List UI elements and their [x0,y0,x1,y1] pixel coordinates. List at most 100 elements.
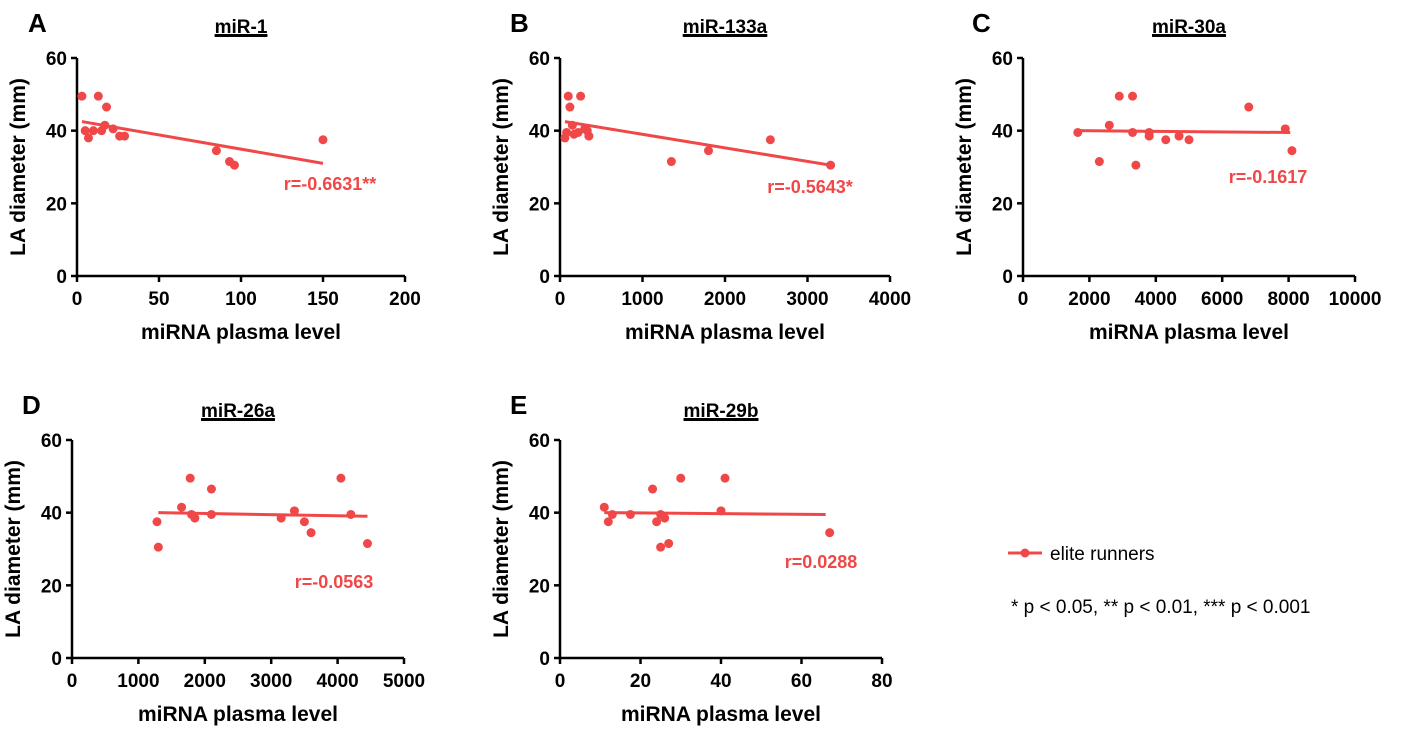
x-tick-label: 40 [710,671,731,692]
panel-letter: C [972,8,991,38]
x-tick-label: 3000 [250,671,292,692]
data-point [77,91,87,101]
data-point [177,502,187,512]
data-point [584,131,594,141]
significance-note: * p < 0.05, ** p < 0.01, *** p < 0.001 [1011,597,1310,618]
data-point [1073,127,1083,137]
data-point [716,506,726,516]
x-tick-label: 2000 [1068,289,1110,310]
y-tick-label: 20 [529,576,550,597]
x-axis-title: miRNA plasma level [621,703,821,726]
y-tick-label: 0 [539,267,550,288]
data-point [362,539,372,549]
y-tick-label: 60 [41,431,62,452]
x-tick-label: 0 [67,671,78,692]
x-tick-label: 50 [148,289,169,310]
x-tick-label: 4000 [869,289,911,310]
correlation-label: r=-0.1617 [1229,167,1308,187]
data-point [652,517,662,527]
data-point [211,146,221,156]
data-point [576,91,586,101]
x-axis-title: miRNA plasma level [138,703,338,726]
data-point [563,91,573,101]
x-tick-label: 80 [871,671,892,692]
regression-line [81,120,324,165]
data-point [80,126,90,136]
x-tick-label: 20 [630,671,651,692]
data-point [765,135,775,145]
panel-title: miR-1 [215,17,268,38]
data-point [289,506,299,516]
y-axis-title: LA diameter (mm) [490,78,513,256]
y-tick-label: 60 [529,49,550,70]
data-point [1094,157,1104,167]
data-point [346,509,356,519]
data-point [666,157,676,167]
data-point [1280,124,1290,134]
y-tick-label: 0 [1002,267,1013,288]
regression-line [1077,129,1291,134]
data-point [599,502,609,512]
data-point [1128,91,1138,101]
x-axis-title: miRNA plasma level [141,321,341,344]
data-point [93,91,103,101]
x-tick-label: 0 [72,289,83,310]
panel-title: miR-26a [201,401,275,422]
y-tick-label: 20 [41,576,62,597]
legend-label: elite runners [1050,544,1155,565]
data-point [704,146,713,156]
data-point [108,124,118,134]
legend-group: elite runners * p < 0.05, ** p < 0.01, **… [1008,544,1310,618]
data-point [1174,131,1184,141]
panel-letter: D [22,390,41,420]
panel-title: miR-133a [683,17,768,38]
data-point [318,135,328,145]
panel-title: miR-30a [1152,17,1226,38]
data-point [1131,160,1141,170]
data-point [153,542,163,552]
panel-letter: E [510,390,527,420]
x-tick-label: 100 [225,289,257,310]
y-tick-label: 40 [41,504,62,525]
x-tick-label: 0 [555,671,566,692]
correlation-label: r=-0.6631** [284,174,377,194]
panel-title: miR-29b [684,401,759,422]
data-point [102,102,112,112]
x-tick-label: 4000 [1135,289,1177,310]
data-point [299,517,309,527]
data-point [206,509,216,519]
regression-line [564,120,831,167]
data-point [1114,91,1124,101]
data-point [120,131,130,141]
x-tick-label: 6000 [1201,289,1243,310]
y-tick-label: 0 [51,649,62,670]
data-point [336,473,346,483]
data-point [573,127,583,137]
data-point [607,509,617,519]
data-point [656,542,666,552]
data-point [1161,135,1171,145]
x-tick-label: 5000 [383,671,425,692]
data-point [306,528,316,538]
y-tick-label: 0 [56,267,67,288]
data-point [648,484,658,494]
y-tick-label: 60 [992,49,1013,70]
y-tick-label: 20 [529,194,550,215]
x-tick-label: 1000 [621,289,663,310]
y-tick-label: 20 [46,194,67,215]
data-point [100,120,110,130]
x-tick-label: 2000 [704,289,746,310]
correlation-label: r=-0.5643* [767,177,853,197]
data-point [1244,102,1254,112]
x-tick-label: 1000 [117,671,159,692]
x-tick-label: 8000 [1267,289,1309,310]
x-tick-label: 200 [389,289,421,310]
data-point [664,539,674,549]
data-point [565,102,575,112]
data-point [1144,131,1154,141]
legend-marker [1020,548,1030,558]
